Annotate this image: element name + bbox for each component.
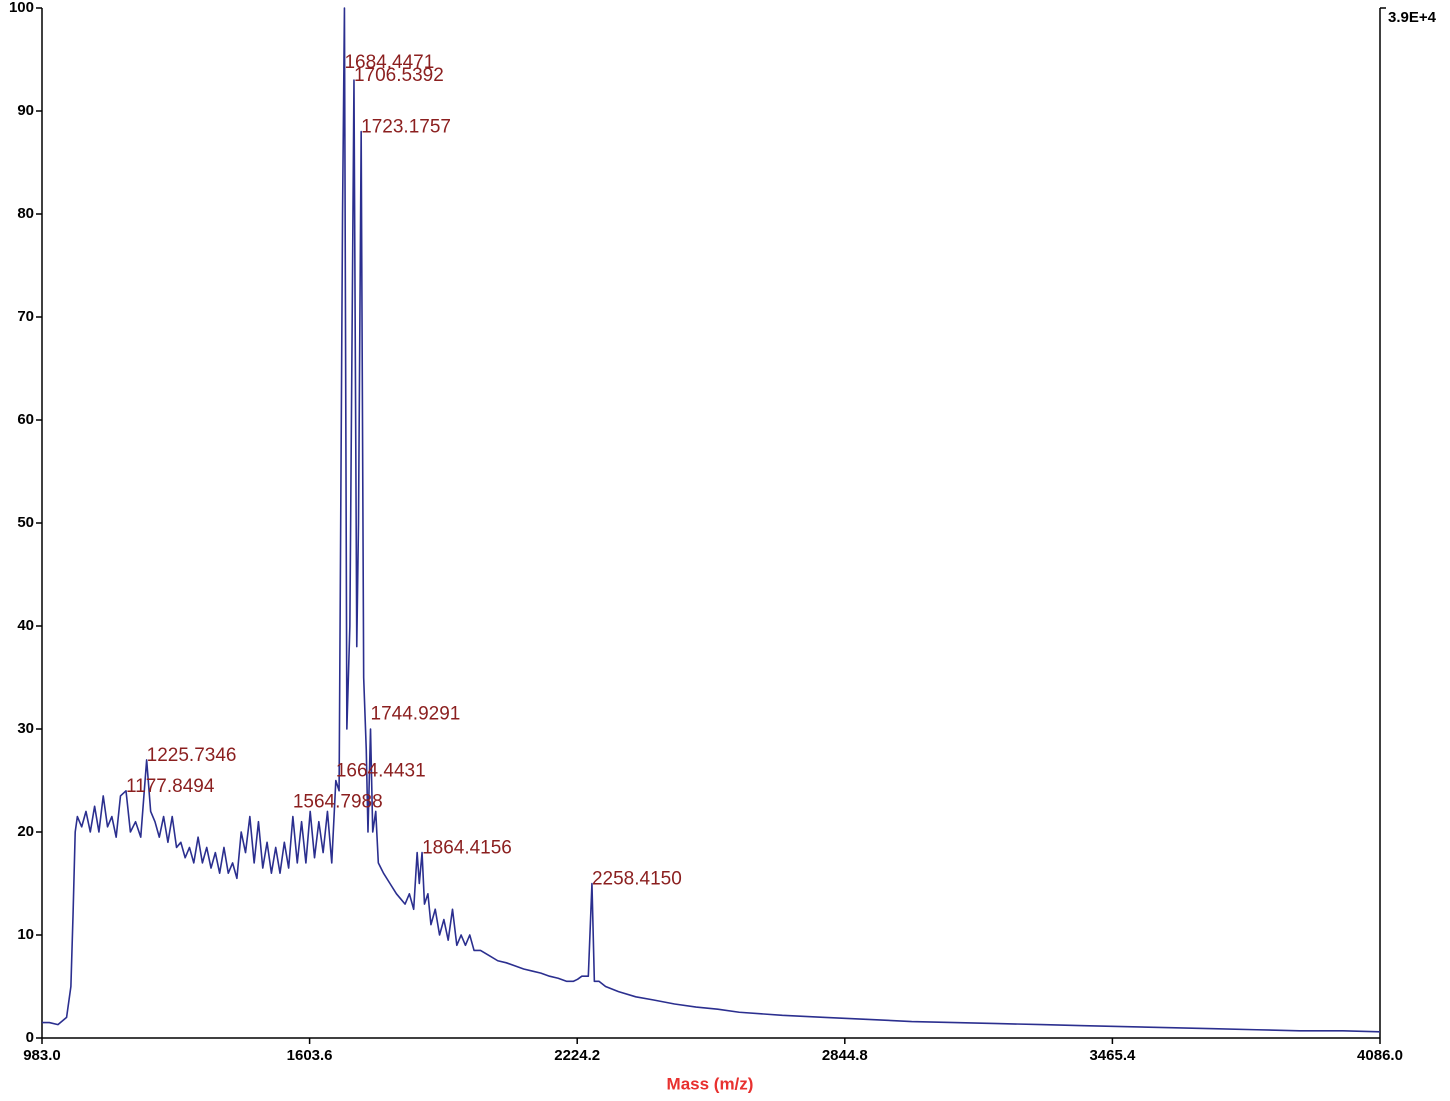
- x-tick-label: 3465.4: [1089, 1047, 1136, 1064]
- y-tick-label: 10: [17, 926, 34, 943]
- peak-label: 1864.4156: [422, 838, 512, 859]
- y-tick-label: 80: [17, 205, 34, 222]
- peak-label: 1177.8494: [126, 776, 215, 797]
- peak-label: 1225.7346: [147, 745, 237, 766]
- y-tick-label: 50: [17, 514, 34, 531]
- y-tick-label: 90: [17, 102, 34, 119]
- x-tick-label: 983.0: [23, 1047, 61, 1064]
- peak-label: 2258.4150: [592, 869, 682, 890]
- spectrum-line: [42, 7, 1381, 1033]
- y-tick-label: 30: [17, 720, 34, 737]
- peak-label: 1706.5392: [354, 65, 444, 86]
- x-tick-label: 4086.0: [1357, 1047, 1403, 1064]
- y-tick-label: 20: [17, 823, 34, 840]
- y-tick-label: 100: [9, 0, 34, 16]
- peak-label: 1664.4431: [336, 760, 426, 781]
- x-axis-title: Mass (m/z): [667, 1074, 754, 1093]
- y-tick-label: 40: [17, 617, 34, 634]
- y-tick-label: 60: [17, 411, 34, 428]
- y-tick-label: 70: [17, 308, 34, 325]
- y-tick-label: 0: [26, 1029, 34, 1046]
- peak-label: 1564.7988: [293, 791, 383, 812]
- y2-label: 3.9E+4: [1388, 9, 1437, 26]
- x-tick-label: 2844.8: [822, 1047, 868, 1064]
- x-tick-label: 1603.6: [287, 1047, 333, 1064]
- peak-label: 1744.9291: [371, 704, 461, 725]
- x-tick-label: 2224.2: [554, 1047, 600, 1064]
- peak-label: 1684.4471: [344, 52, 434, 73]
- peak-label: 1723.1757: [361, 117, 451, 138]
